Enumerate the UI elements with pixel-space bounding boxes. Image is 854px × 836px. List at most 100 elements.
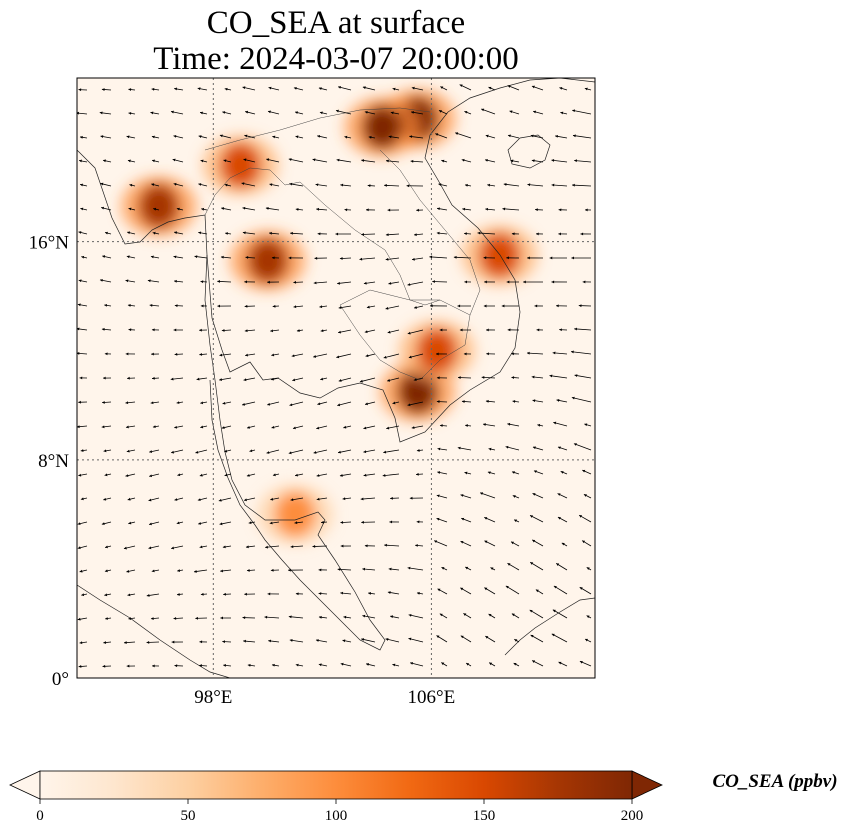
wind-arrow — [224, 183, 232, 187]
wind-arrow — [385, 233, 400, 237]
wind-arrow — [429, 304, 448, 308]
wind-arrow — [174, 87, 184, 91]
wind-arrow — [294, 111, 304, 115]
wind-arrow — [224, 87, 232, 91]
wind-arrow — [584, 208, 592, 212]
wind-arrow — [386, 425, 400, 430]
wind-arrow — [272, 135, 280, 139]
wind-arrow — [388, 135, 400, 139]
wind-arrow — [242, 401, 256, 406]
wind-arrow — [555, 563, 568, 571]
wind-arrow — [220, 255, 232, 259]
wind-arrow — [270, 377, 280, 381]
wind-arrow — [583, 493, 592, 499]
wind-arrow — [222, 545, 232, 549]
colorbar-extend-high — [631, 770, 663, 800]
wind-arrow — [292, 425, 304, 430]
wind-arrow — [557, 493, 568, 499]
wind-arrow — [574, 374, 592, 379]
wind-arrow — [338, 329, 352, 334]
wind-arrow — [201, 207, 208, 211]
wind-arrow — [103, 449, 112, 453]
wind-arrow — [152, 664, 160, 668]
wind-arrow — [416, 449, 424, 452]
wind-arrow — [79, 641, 88, 645]
wind-arrow — [174, 425, 184, 429]
wind-arrow — [295, 208, 304, 211]
wind-arrow — [512, 495, 520, 499]
wind-arrow — [464, 471, 472, 475]
wind-arrow — [313, 353, 328, 358]
wind-arrow — [102, 664, 112, 668]
wind-arrow — [174, 497, 184, 501]
wind-arrow — [249, 449, 256, 453]
colorbar-extend-low — [9, 770, 41, 800]
wind-arrow — [197, 497, 208, 502]
wind-arrow — [150, 617, 160, 620]
wind-arrow — [342, 639, 352, 643]
wind-arrow — [198, 231, 208, 235]
wind-arrow — [570, 350, 592, 355]
wind-arrow — [315, 183, 328, 187]
wind-arrow — [506, 280, 520, 284]
wind-arrow — [217, 280, 232, 283]
wind-arrow — [125, 473, 136, 477]
wind-arrow — [242, 231, 256, 235]
wind-arrow — [385, 305, 400, 310]
longitude-labels: 98°E 106°E — [194, 687, 455, 708]
wind-arrow — [80, 497, 88, 501]
wind-arrow — [340, 183, 352, 187]
wind-arrow — [296, 329, 304, 332]
wind-arrow — [198, 521, 208, 525]
wind-arrow — [241, 182, 256, 187]
wind-arrow — [267, 401, 280, 406]
wind-arrow — [243, 639, 256, 643]
co-hotspot — [220, 143, 261, 188]
wind-arrow — [337, 281, 352, 285]
wind-arrow — [557, 446, 568, 451]
wind-arrow — [479, 492, 496, 499]
wind-arrow — [100, 135, 112, 139]
wind-arrow — [579, 586, 592, 595]
wind-arrow — [501, 304, 520, 308]
wind-arrow — [269, 231, 280, 235]
wind-arrow — [586, 567, 592, 571]
wind-arrow — [152, 231, 160, 235]
wind-arrow — [388, 281, 400, 285]
wind-arrow — [123, 641, 136, 645]
wind-arrow — [101, 521, 112, 526]
wind-arrow — [126, 664, 136, 668]
wind-arrow — [224, 473, 232, 477]
border-cambodia — [339, 289, 471, 381]
wind-arrow — [147, 279, 160, 283]
wind-arrow — [337, 449, 352, 454]
wind-arrow — [244, 304, 256, 308]
wind-arrow — [387, 591, 400, 595]
wind-arrow — [149, 473, 160, 478]
wind-arrow — [340, 544, 352, 548]
wind-arrow — [295, 135, 304, 139]
wind-arrow — [101, 206, 112, 211]
wind-arrow — [244, 134, 256, 139]
latitude-labels: 16°N 8°N 0° — [29, 233, 70, 690]
wind-arrow — [101, 327, 112, 331]
wind-arrow — [407, 566, 424, 571]
wind-arrow — [78, 400, 88, 404]
wind-arrow — [79, 135, 88, 139]
wind-arrow — [99, 278, 112, 283]
wind-arrow — [173, 182, 184, 187]
wind-arrow — [506, 256, 520, 260]
border-thailand-laos — [299, 181, 441, 306]
wind-arrow — [490, 567, 496, 571]
wind-arrow — [148, 545, 160, 550]
wind-arrow — [441, 159, 448, 163]
wind-arrow — [586, 615, 592, 619]
wind-arrow — [340, 591, 352, 595]
wind-arrow — [580, 232, 592, 236]
wind-arrow — [363, 473, 376, 477]
wind-arrow — [439, 424, 448, 428]
wind-arrow — [363, 449, 376, 454]
wind-arrow — [220, 616, 232, 620]
wind-arrow — [366, 305, 376, 309]
wind-arrow — [364, 401, 376, 406]
